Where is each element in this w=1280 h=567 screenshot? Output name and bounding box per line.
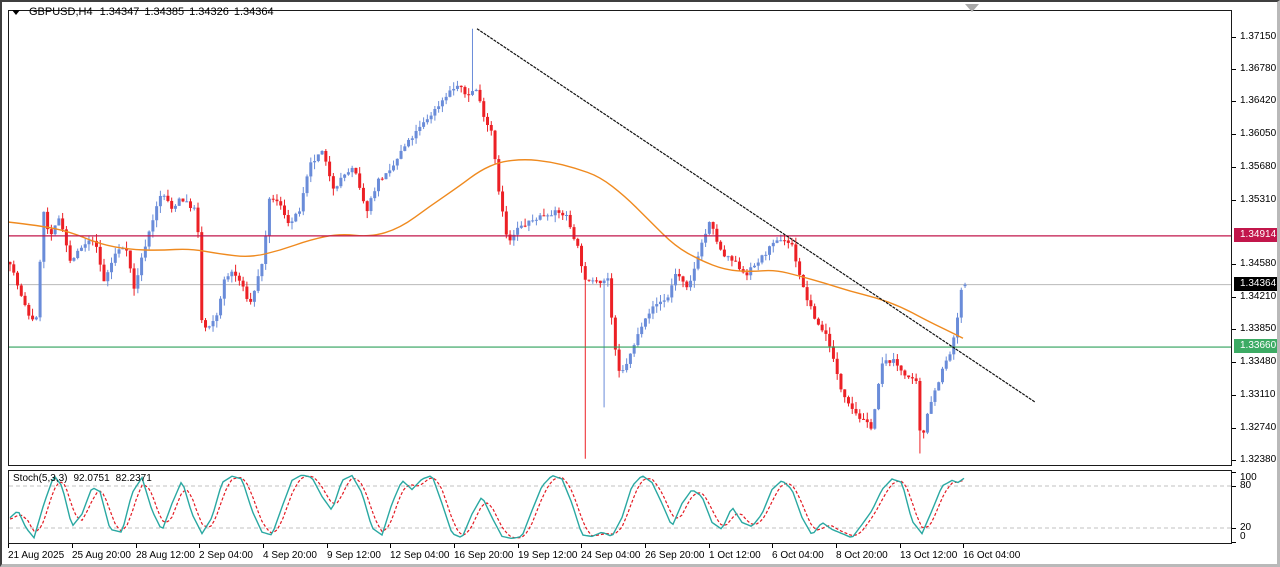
price-tick [1232,134,1236,136]
time-tick-label: 6 Oct 04:00 [772,550,824,561]
time-tick [772,544,773,548]
time-tick-label: 16 Oct 04:00 [963,550,1021,561]
price-tick [1232,297,1236,299]
time-tick [454,544,455,548]
price-tick [1232,394,1236,396]
price-tick-label: 1.33850 [1240,323,1277,335]
price-tick [1232,459,1236,461]
time-tick [709,544,710,548]
price-axis[interactable]: 1.37150 1.36780 1.36420 1.36050 1.35680 1.353… [1232,2,1277,563]
price-tick-label: 1.34210 [1240,291,1277,303]
price-chart-canvas[interactable] [9,11,1231,465]
stochastic-signal-line [9,475,965,539]
ohlc-low: 1.34326 [189,6,229,18]
price-tick-label: 1.36780 [1240,63,1277,75]
time-tick-label: 16 Sep 20:00 [454,550,514,561]
stochastic-name: Stoch(5,3,3) [13,473,68,484]
time-tick-label: 4 Sep 20:00 [263,550,317,561]
stochastic-label: Stoch(5,3,3) 92.0751 82.2371 [13,473,152,484]
time-tick [8,544,9,548]
price-tick [1232,166,1236,168]
price-tick-label: 1.33110 [1240,388,1276,400]
price-tick-label: 1.35680 [1240,160,1277,172]
time-tick-label: 24 Sep 04:00 [581,550,641,561]
support-price-badge: 1.33660 [1234,339,1277,354]
price-tick-label: 1.32740 [1240,421,1277,433]
price-tick-label: 1.35310 [1240,193,1277,205]
time-tick-label: 21 Aug 2025 [8,550,65,561]
stoch-tick-label: 80 [1240,480,1252,491]
moving-average-line[interactable] [9,159,964,339]
time-tick [963,544,964,548]
price-tick-label: 1.32380 [1240,453,1277,465]
price-tick [1232,264,1236,266]
stoch-tick-label: 100 [1240,472,1257,483]
chart-shift-marker-icon[interactable] [965,4,979,12]
price-tick-label: 1.33480 [1240,356,1277,368]
time-tick-label: 12 Sep 04:00 [390,550,450,561]
ohlc-close: 1.34364 [233,6,274,18]
price-tick [1232,69,1236,71]
time-tick [836,544,837,548]
stochastic-panel[interactable]: Stoch(5,3,3) 92.0751 82.2371 [8,470,1232,544]
ohlc-values: 1.34347 1.34385 1.34326 1.34364 [100,6,274,18]
price-tick [1232,199,1236,201]
stoch-tick [1232,472,1236,473]
time-tick [518,544,519,548]
stochastic-canvas[interactable] [9,471,1231,543]
stochastic-d-value: 82.2371 [115,473,152,484]
time-tick [390,544,391,548]
price-tick [1232,36,1236,38]
time-tick-label: 28 Aug 12:00 [136,550,195,561]
time-axis[interactable]: 21 Aug 2025 25 Aug 20:00 28 Aug 12:00 2 Sep… [2,544,1277,564]
stoch-tick [1232,542,1236,543]
time-tick-label: 26 Sep 20:00 [645,550,705,561]
price-tick [1232,101,1236,103]
time-tick [581,544,582,548]
price-tick-label: 1.36050 [1240,128,1277,140]
time-tick [199,544,200,548]
candles-group [9,28,967,459]
symbol-dropdown-icon[interactable] [12,9,20,15]
time-tick-label: 2 Sep 04:00 [199,550,253,561]
main-chart-panel[interactable] [8,10,1232,466]
time-tick [900,544,901,548]
stoch-tick-label: 0 [1240,531,1246,542]
time-tick-label: 9 Sep 12:00 [327,550,381,561]
price-tick [1232,329,1236,331]
ohlc-open: 1.34347 [99,6,140,18]
time-tick [263,544,264,548]
time-tick-label: 13 Oct 12:00 [900,550,958,561]
time-tick-label: 25 Aug 20:00 [72,550,131,561]
time-tick [327,544,328,548]
time-tick [72,544,73,548]
time-tick [136,544,137,548]
chart-title: GBPUSD,H4 1.34347 1.34385 1.34326 1.3436… [12,6,274,18]
time-tick [645,544,646,548]
time-tick-label: 8 Oct 20:00 [836,550,888,561]
descending-trendline[interactable] [476,28,1036,403]
stochastic-k-value: 92.0751 [73,473,110,484]
stoch-tick [1232,486,1236,487]
symbol-label: GBPUSD,H4 [29,6,93,18]
stochastic-main-line [9,474,965,540]
stoch-tick-label: 20 [1240,522,1252,533]
price-tick [1232,427,1236,429]
price-tick [1232,362,1236,364]
price-tick-label: 1.37150 [1240,30,1277,42]
time-tick-label: 19 Sep 12:00 [518,550,578,561]
ohlc-high: 1.34385 [144,6,185,18]
time-tick-label: 1 Oct 12:00 [709,550,761,561]
resistance-price-badge: 1.34914 [1234,227,1277,242]
current-price-badge: 1.34364 [1234,276,1277,291]
stoch-tick [1232,528,1236,529]
price-tick-label: 1.34580 [1240,258,1277,270]
price-tick-label: 1.36420 [1240,95,1277,107]
